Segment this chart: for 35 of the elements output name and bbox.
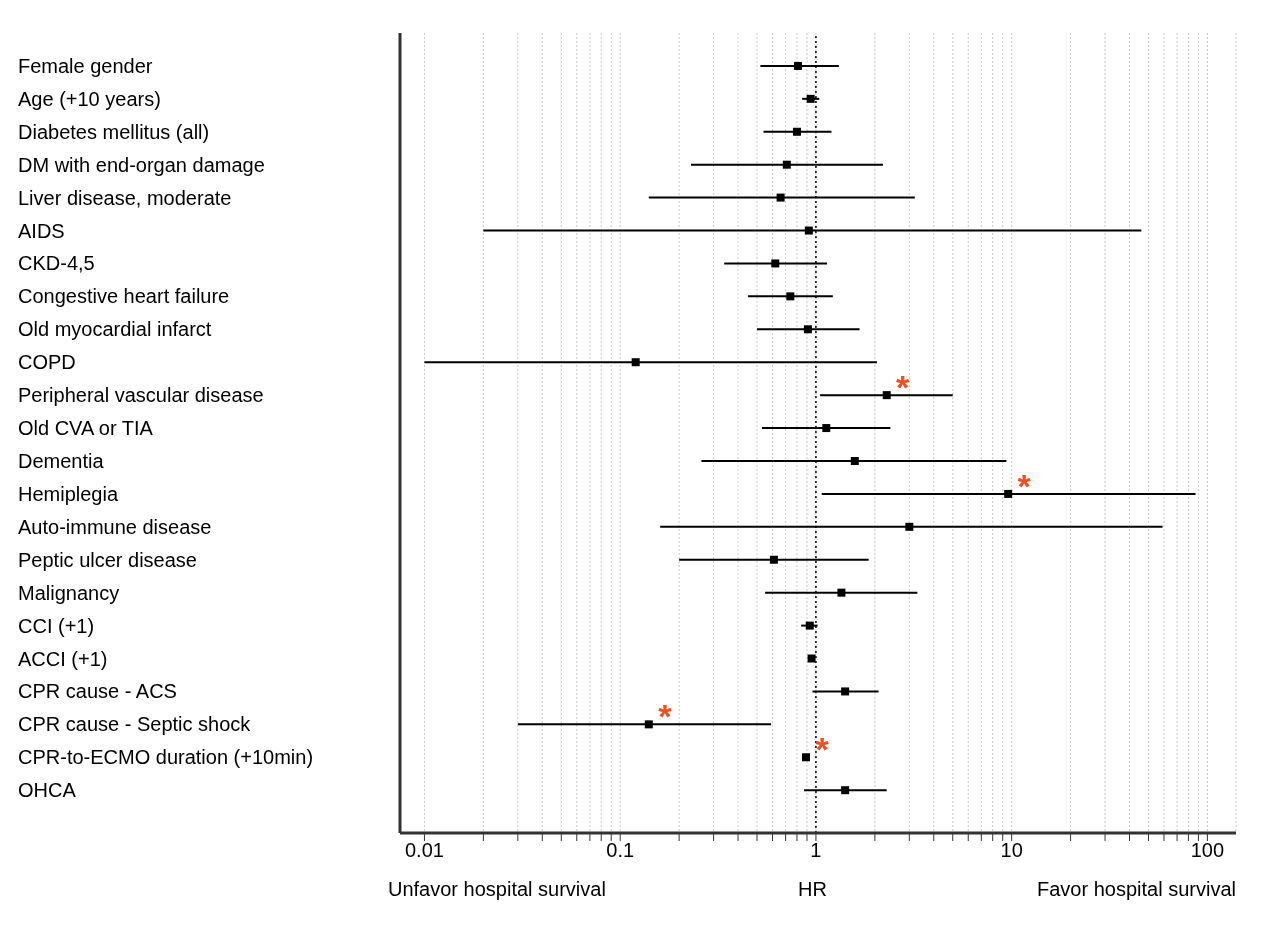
y-tick-label: CPR cause - Septic shock	[18, 713, 252, 736]
y-tick-label: Dementia	[18, 449, 105, 472]
y-tick-label: COPD	[18, 351, 76, 374]
annotation: *	[815, 730, 830, 769]
y-tick-label: ACCI (+1)	[18, 647, 108, 670]
annotation: *	[658, 697, 673, 736]
y-tick-label: Auto-immune disease	[18, 515, 212, 538]
y-tick-label: OHCA	[18, 779, 77, 802]
y-tick-label: Diabetes mellitus (all)	[18, 120, 210, 143]
y-tick-label: Congestive heart failure	[18, 285, 230, 308]
y-tick-label: Liver disease, moderate	[18, 186, 232, 209]
y-tick-label: Malignancy	[18, 581, 120, 604]
y-tick-label: Hemiplegia	[18, 482, 119, 505]
y-tick-label: CPR-to-ECMO duration (+10min)	[18, 746, 314, 769]
x-tick-label: 0.1	[606, 839, 635, 862]
x-tick-label: 0.01	[404, 839, 444, 862]
text: Unfavor hospital survival	[388, 878, 606, 901]
y-tick-label: Peripheral vascular disease	[18, 384, 264, 407]
x-tick-label: 10	[1000, 839, 1023, 862]
y-tick-label: Old myocardial infarct	[18, 318, 212, 341]
annotation: *	[896, 368, 911, 407]
x-tick-label: 1	[810, 839, 822, 862]
y-tick-label: AIDS	[18, 219, 65, 242]
y-tick-label: CPR cause - ACS	[18, 680, 177, 703]
y-tick-label: CCI (+1)	[18, 614, 95, 637]
x-axis-title: HR	[798, 878, 827, 901]
x-tick-label: 100	[1190, 839, 1225, 862]
text: Favor hospital survival	[1037, 878, 1236, 901]
y-tick-label: CKD-4,5	[18, 252, 95, 275]
y-tick-label: Peptic ulcer disease	[18, 548, 197, 571]
annotation: *	[1017, 466, 1032, 505]
y-tick-label: Old CVA or TIA	[18, 417, 154, 440]
y-tick-label: DM with end-organ damage	[18, 153, 265, 176]
y-tick-label: Female gender	[18, 54, 153, 77]
y-tick-label: Age (+10 years)	[18, 87, 161, 110]
